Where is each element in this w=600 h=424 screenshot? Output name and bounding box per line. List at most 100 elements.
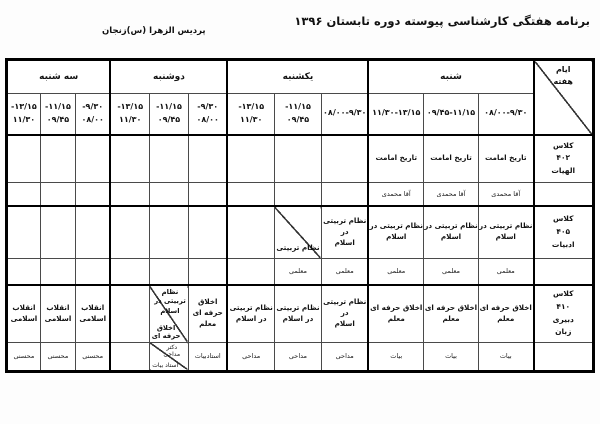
course-text-lower: اخلاق حرفه ای [151, 323, 181, 340]
course-cell: اخلاق حرفه ای معلم [367, 283, 425, 343]
empty-cell [74, 182, 111, 206]
empty-cell [226, 133, 275, 183]
empty-cell [5, 133, 41, 183]
empty-cell [5, 258, 41, 285]
time-slot-sat-1: ۰۸/۰۰-۹/۳۰ [478, 93, 534, 135]
teacher-cell: محسنی [74, 341, 111, 372]
time-slot-sun-1: ۰۸/۰۰-۹/۳۰ [320, 93, 369, 135]
teacher-cell: محسنی [39, 341, 76, 372]
row-410-teachers: بیات بیات بیات مداحی مداحی مداحی استادبی… [5, 341, 594, 372]
empty-cell [148, 204, 189, 259]
teacher-cell: معلمی [320, 258, 369, 285]
teacher-cell: بیات [367, 341, 425, 372]
teacher-cell: مداحی [273, 341, 322, 372]
course-cell: تاریخ امامت [478, 133, 534, 183]
campus-label: پردیس الزهرا (س)زنجان [102, 26, 206, 36]
time-slot-row: ۰۸/۰۰-۹/۳۰ ۰۹/۴۵-۱۱/۱۵ ۱۱/۳۰-۱۳/۱۵ ۰۸/۰۰… [5, 93, 593, 135]
course-cell: نظام تربیتی در اسلام [478, 204, 534, 259]
teacher-cell: مداحی [226, 341, 275, 372]
row-402-courses: کلاس ۴۰۲ الهیات تاریخ امامت تاریخ امامت … [5, 133, 594, 183]
empty-cell [273, 133, 322, 183]
empty-cell [109, 204, 150, 259]
course-cell: اخلاق حرفه ای معلم [478, 283, 534, 343]
teacher-cell: آقا محمدی [423, 182, 479, 206]
course-cell: تاریخ امامت [423, 133, 479, 183]
empty-cell [39, 133, 76, 183]
time-slot-mon-2: -۱۱/۱۵ ۰۹/۴۵ [148, 93, 189, 135]
empty-cell [74, 258, 111, 285]
course-cell: اخلاق حرفه ای معلم [187, 283, 228, 343]
time-slot-sun-3: -۱۳/۱۵ ۱۱/۳۰ [226, 93, 275, 135]
schedule-table: ایام هفته شنبه یکشنبه دوشنبه سه شنبه ۰۸/… [4, 58, 595, 373]
empty-cell [226, 258, 275, 285]
day-header-sunday: یکشنبه [226, 59, 369, 94]
row-405-courses: کلاس ۴۰۵ ادبیات نظام تربیتی در اسلام نظا… [5, 204, 594, 259]
teacher-cell: مداحی [320, 341, 369, 372]
time-slot-mon-3: -۱۳/۱۵ ۱۱/۳۰ [109, 93, 150, 135]
time-slot-sun-2: -۱۱/۱۵ ۰۹/۴۵ [273, 93, 322, 135]
empty-cell [74, 133, 111, 183]
empty-cell [5, 182, 41, 206]
empty-cell [320, 182, 369, 206]
course-cell: نظام تربیتی در اسلام [320, 283, 369, 343]
teacher-cell: استادبیات [187, 341, 228, 372]
time-slot-mon-1: -۹/۳۰ ۰۸/۰۰ [187, 93, 228, 135]
course-cell: انقلاب اسلامی [39, 283, 76, 343]
empty-cell [148, 182, 189, 206]
teacher-cell: محسنی [5, 341, 41, 372]
course-cell: انقلاب اسلامی [74, 283, 111, 343]
empty-cell [148, 258, 189, 285]
row-402-teachers: آقا محمدی آقا محمدی آقا محمدی [5, 182, 594, 206]
split-cell-content: نظام تربیتی در اسلام اخلاق حرفه ای [150, 286, 187, 341]
teacher-cell: بیات [478, 341, 534, 372]
empty-cell [39, 204, 76, 259]
time-slot-tue-1: -۹/۳۰ ۰۸/۰۰ [74, 93, 111, 135]
teacher-cell-split: دکتر مداحی استاد بیات [148, 341, 189, 372]
teacher-text-lower: استاد بیات [152, 361, 179, 369]
day-header-saturday: شنبه [367, 59, 535, 94]
empty-cell [320, 133, 369, 183]
empty-cell [187, 182, 228, 206]
day-header-row: ایام هفته شنبه یکشنبه دوشنبه سه شنبه [5, 59, 594, 135]
time-slot-tue-2: -۱۱/۱۵ ۰۹/۴۵ [39, 93, 76, 135]
empty-cell [226, 182, 275, 206]
empty-cell [148, 133, 189, 183]
course-cell: تاریخ امامت [367, 133, 425, 183]
day-header-monday: دوشنبه [109, 59, 228, 94]
row-410-courses: کلاس ۴۱۰ دبیری زبان اخلاق حرفه ای معلم ا… [5, 283, 594, 343]
course-cell: اخلاق حرفه ای معلم [423, 283, 479, 343]
class-label-410: کلاس ۴۱۰ دبیری زبان [532, 283, 594, 343]
course-text-upper: نظام تربیتی در اسلام [154, 287, 186, 315]
empty-cell [187, 204, 228, 259]
days-of-week-corner-cell: ایام هفته [532, 59, 594, 135]
teacher-cell: آقا محمدی [478, 182, 534, 206]
empty-cell [109, 258, 150, 285]
course-cell: نظام تربیتی در اسلام [273, 283, 322, 343]
course-cell: نظام تربیتی در اسلام [320, 204, 369, 259]
empty-cell [532, 182, 594, 206]
time-slot-sat-3: ۱۱/۳۰-۱۳/۱۵ [367, 93, 425, 135]
day-header-tuesday: سه شنبه [5, 59, 111, 94]
empty-cell [39, 258, 76, 285]
course-cell: نظام تربیتی در اسلام [226, 283, 275, 343]
empty-cell [74, 204, 111, 259]
empty-cell [109, 341, 150, 372]
empty-cell [109, 133, 150, 183]
course-text: نظام تربیتی [276, 243, 320, 253]
empty-cell [109, 283, 150, 343]
course-cell: نظام تربیتی در اسلام [367, 204, 425, 259]
course-cell: انقلاب اسلامی [5, 283, 41, 343]
empty-cell [187, 258, 228, 285]
teacher-cell: آقا محمدی [367, 182, 425, 206]
course-cell-diagonal: نظام تربیتی [273, 204, 322, 259]
time-slot-sat-2: ۰۹/۴۵-۱۱/۱۵ [423, 93, 479, 135]
teacher-cell: معلمی [273, 258, 322, 285]
empty-cell [187, 133, 228, 183]
empty-cell [532, 341, 594, 372]
class-label-402: کلاس ۴۰۲ الهیات [532, 133, 594, 183]
teacher-cell: معلمی [423, 258, 479, 285]
empty-cell [39, 182, 76, 206]
split-cell-content: دکتر مداحی استاد بیات [150, 343, 187, 370]
empty-cell [532, 258, 594, 285]
